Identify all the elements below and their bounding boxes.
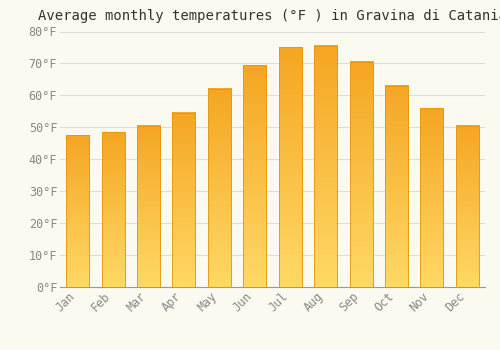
Bar bbox=[66, 135, 89, 287]
Bar bbox=[456, 126, 479, 287]
Bar bbox=[385, 86, 408, 287]
Bar bbox=[172, 113, 196, 287]
Bar bbox=[137, 126, 160, 287]
Bar bbox=[420, 108, 444, 287]
Bar bbox=[208, 89, 231, 287]
Bar bbox=[244, 65, 266, 287]
Bar bbox=[350, 62, 372, 287]
Bar bbox=[102, 132, 124, 287]
Bar bbox=[278, 48, 301, 287]
Bar bbox=[314, 46, 337, 287]
Title: Average monthly temperatures (°F ) in Gravina di Catania: Average monthly temperatures (°F ) in Gr… bbox=[38, 9, 500, 23]
